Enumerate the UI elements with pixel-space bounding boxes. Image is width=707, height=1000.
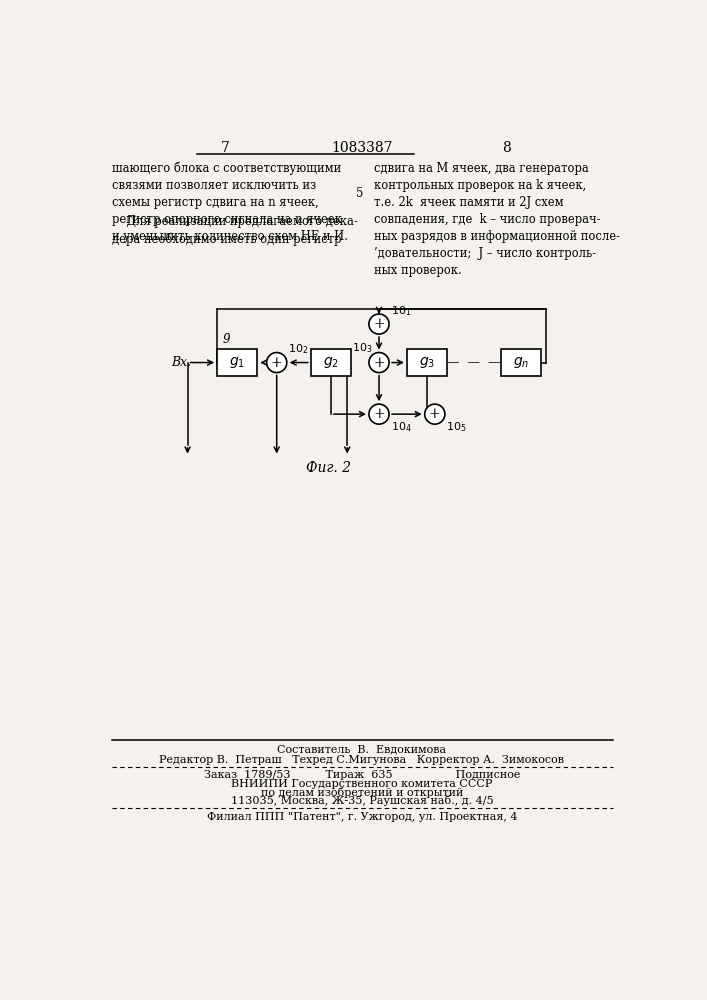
FancyBboxPatch shape (217, 349, 257, 376)
Text: —  —  —: — — — (448, 356, 501, 369)
Text: $g_2$: $g_2$ (323, 355, 339, 370)
Text: 113035, Москва, Ж-35, Раушская наб., д. 4/5: 113035, Москва, Ж-35, Раушская наб., д. … (230, 795, 493, 806)
Text: Фиг. 2: Фиг. 2 (306, 461, 351, 475)
Text: 7: 7 (221, 141, 230, 155)
Text: Для реализации предлагаемого дека-
дера необходимо иметь один регистр: Для реализации предлагаемого дека- дера … (112, 215, 357, 246)
Text: $g_3$: $g_3$ (419, 355, 435, 370)
Text: +: + (271, 356, 283, 370)
FancyBboxPatch shape (501, 349, 541, 376)
Text: 9: 9 (223, 333, 230, 346)
Text: $g_n$: $g_n$ (513, 355, 529, 370)
Text: +: + (373, 317, 385, 331)
Text: Составитель  В.  Евдокимова: Составитель В. Евдокимова (277, 745, 447, 755)
Text: $10_4$: $10_4$ (391, 420, 411, 434)
Text: $10_5$: $10_5$ (446, 420, 467, 434)
Text: 5: 5 (356, 187, 363, 200)
Text: Вх.: Вх. (171, 356, 192, 369)
Text: Филиал ППП "Патент", г. Ужгород, ул. Проектная, 4: Филиал ППП "Патент", г. Ужгород, ул. Про… (206, 812, 518, 822)
Text: по делам изобретений и открытий: по делам изобретений и открытий (261, 787, 463, 798)
Text: $10_3$: $10_3$ (352, 341, 373, 355)
FancyBboxPatch shape (311, 349, 351, 376)
Text: 8: 8 (503, 141, 511, 155)
Circle shape (369, 404, 389, 424)
Text: $g_1$: $g_1$ (229, 355, 245, 370)
Text: +: + (373, 407, 385, 421)
Circle shape (369, 353, 389, 373)
Text: ВНИИПИ Государственного комитета СССР: ВНИИПИ Государственного комитета СССР (231, 779, 493, 789)
Circle shape (267, 353, 287, 373)
Circle shape (425, 404, 445, 424)
Text: $10_2$: $10_2$ (288, 343, 309, 356)
FancyBboxPatch shape (407, 349, 448, 376)
Text: $10_1$: $10_1$ (391, 304, 411, 318)
Text: шающего блока с соответствующими
связями позволяет исключить из
схемы регистр сд: шающего блока с соответствующими связями… (112, 162, 348, 243)
Text: +: + (373, 356, 385, 370)
Text: 1083387: 1083387 (331, 141, 392, 155)
Text: Редактор В.  Петраш   Техред С.Мигунова   Корректор А.  Зимокосов: Редактор В. Петраш Техред С.Мигунова Кор… (160, 755, 564, 765)
Circle shape (369, 314, 389, 334)
Text: сдвига на М ячеек, два генератора
контрольных проверок на k ячеек,
т.е. 2k  ячее: сдвига на М ячеек, два генератора контро… (373, 162, 619, 277)
Text: Заказ  1789/53          Тираж  635                  Подписное: Заказ 1789/53 Тираж 635 Подписное (204, 770, 520, 780)
Text: +: + (429, 407, 440, 421)
